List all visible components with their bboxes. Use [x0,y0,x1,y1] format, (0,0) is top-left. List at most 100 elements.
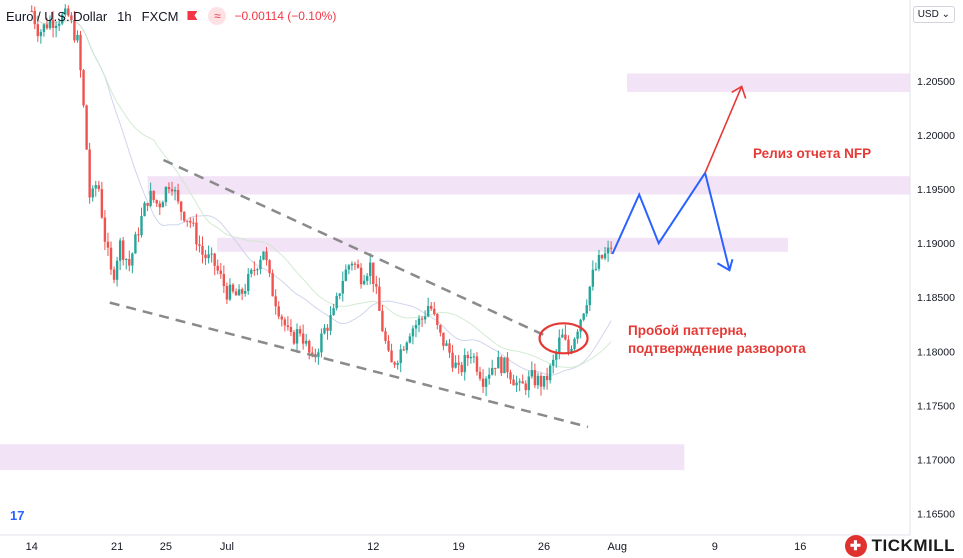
candle-body [250,269,253,274]
y-tick-label: 1.18500 [917,292,955,304]
x-tick-label: 26 [538,541,550,553]
chevron-down-icon: ⌄ [941,9,950,20]
candle-body [606,247,610,254]
candle-body [344,269,348,281]
symbol-name[interactable]: Euro / U.S. Dollar [6,8,108,24]
candle-body [268,260,271,274]
candle-body [118,240,122,261]
y-tick-label: 1.19500 [917,184,955,196]
candle-body [253,269,256,271]
candle-body [436,313,439,326]
candle-body [304,340,308,344]
candle-body [192,222,195,224]
projection-arrowhead [716,258,734,272]
candle-body [369,262,372,276]
red-arrow-line [704,86,743,174]
source-label: FXCM [141,8,179,24]
candle-body [527,376,531,391]
candle-body [451,352,454,368]
y-tick-label: 1.17500 [917,400,955,412]
candle-body [54,25,58,28]
candle-body [109,247,113,270]
breakout-annotation-line1: Пробой паттерна, [628,323,747,338]
candle-body [308,340,311,353]
candle-body [393,362,396,365]
flag-icon[interactable] [186,9,200,23]
tickmill-logo: ✚ TICKMILL [844,535,955,557]
moving-average-fast [31,10,612,376]
candle-body [222,273,226,287]
candle-body [106,241,110,248]
candle-body [39,31,43,37]
candle-body [317,352,320,357]
candle-body [283,319,287,326]
candle-body [375,284,378,287]
candle-body [231,284,235,292]
candle-body [353,263,357,265]
breakout-annotation: Пробой паттерна, подтверждение разворота [628,322,806,358]
tickmill-mark-icon: ✚ [844,535,867,557]
breakout-circle [538,322,589,355]
candle-body [247,273,250,292]
candle-body [97,185,101,190]
candle-body [457,362,460,365]
candle-body [341,280,344,294]
candle-body [497,357,500,369]
candle-body [295,329,299,344]
candle-body [384,331,387,341]
candle-body [350,263,354,266]
candle-body [82,70,85,106]
candle-body [430,306,433,309]
y-tick-label: 1.20500 [917,76,955,88]
moving-average-slow [31,10,612,368]
candle-body [128,259,131,266]
candle-body [170,189,174,192]
candle-body [365,275,369,281]
candle-body [423,316,427,320]
candle-body [466,355,470,359]
candle-body [164,186,168,203]
tradingview-logo-icon: 17 [10,508,25,523]
candle-body [76,34,79,41]
candle-body [460,364,463,373]
candle-body [545,375,549,381]
candle-body [372,262,375,285]
candle-body [524,383,527,391]
candle-body [289,327,293,333]
candle-body [112,269,116,280]
candle-body [396,362,399,365]
candle-body [338,293,341,296]
candle-body [518,381,521,383]
candle-body [576,331,579,339]
candle-body [155,200,158,204]
x-tick-label: 25 [160,541,172,553]
wave-icon[interactable]: ≈ [208,7,227,25]
candle-body [48,20,52,29]
candle-body [509,372,512,380]
candle-body [30,10,33,12]
candle-body [588,286,591,306]
timeframe-label[interactable]: 1h [117,8,132,24]
candle-body [158,203,161,208]
currency-select[interactable]: USD ⌄ [912,6,955,23]
candle-body [359,267,363,285]
candle-body [311,352,314,355]
candle-body [301,333,305,344]
candle-body [378,286,381,311]
candle-body [475,356,479,372]
candle-body [137,234,140,236]
candle-body [390,350,393,363]
candle-body [100,189,104,218]
candle-body [94,185,97,189]
candle-body [417,318,421,325]
candle-body [152,190,155,201]
y-tick-label: 1.18000 [917,346,955,358]
candle-body [533,370,537,386]
candle-body [356,264,360,268]
candle-body [414,324,418,329]
candle-body [600,255,604,259]
candle-body [579,319,582,332]
candle-body [51,20,55,28]
candle-body [277,306,280,317]
